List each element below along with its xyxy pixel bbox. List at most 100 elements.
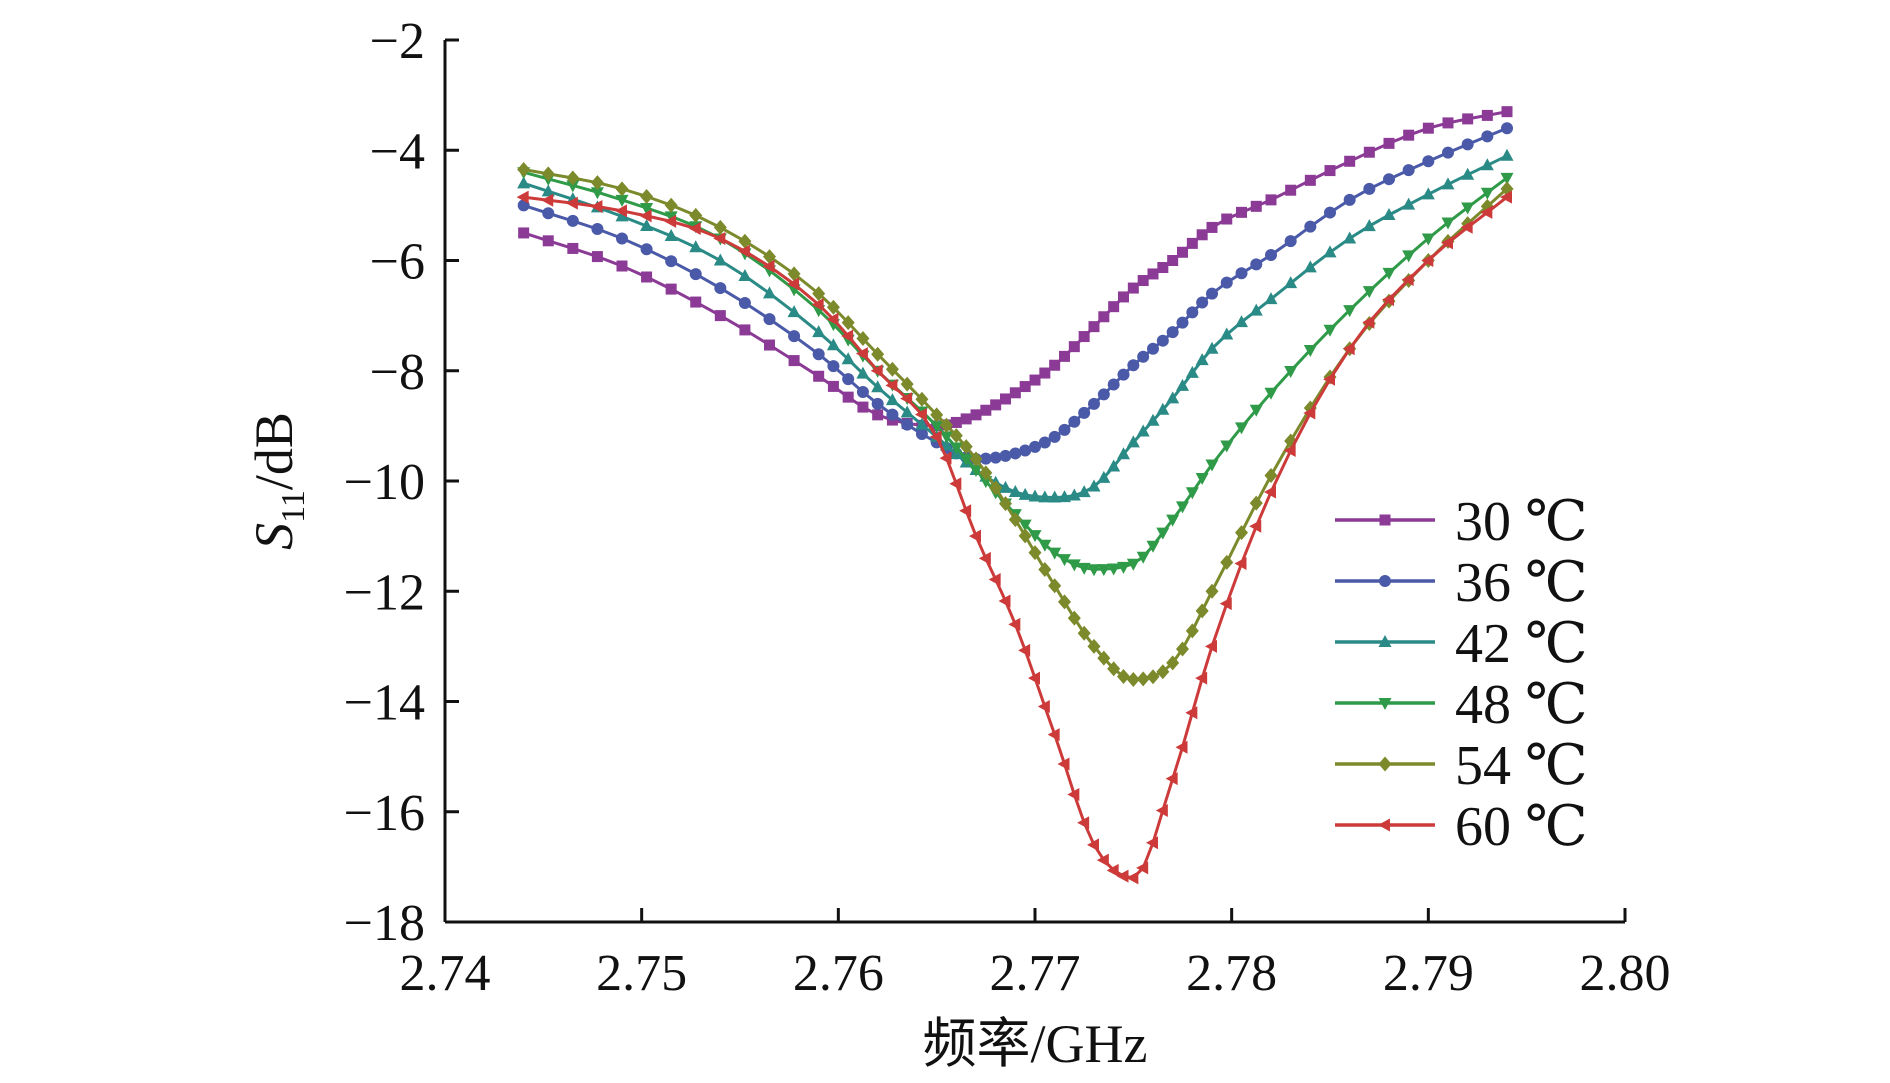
data-point bbox=[1028, 545, 1042, 561]
data-point bbox=[1220, 276, 1233, 289]
data-point bbox=[1117, 368, 1130, 381]
data-point bbox=[999, 496, 1012, 512]
data-point bbox=[1284, 276, 1298, 289]
data-point bbox=[1461, 167, 1475, 180]
data-point bbox=[1127, 359, 1140, 372]
data-point bbox=[1343, 193, 1356, 206]
legend-label: 36 ℃ bbox=[1455, 552, 1588, 614]
data-point bbox=[1146, 413, 1160, 426]
data-point bbox=[1146, 540, 1160, 553]
data-point bbox=[1236, 206, 1247, 218]
data-point bbox=[1343, 231, 1357, 244]
data-point bbox=[999, 449, 1012, 462]
data-point bbox=[567, 242, 579, 254]
data-point bbox=[871, 346, 885, 362]
data-point bbox=[930, 420, 944, 433]
data-point bbox=[1220, 440, 1234, 453]
data-point bbox=[763, 313, 776, 326]
data-point bbox=[1107, 378, 1120, 391]
data-point bbox=[1136, 424, 1150, 437]
data-point bbox=[826, 299, 840, 315]
data-point bbox=[1441, 236, 1453, 250]
data-point bbox=[1186, 306, 1199, 319]
data-point bbox=[1205, 583, 1219, 599]
data-point bbox=[1195, 603, 1209, 619]
data-point bbox=[1097, 650, 1111, 666]
data-point bbox=[1235, 267, 1248, 280]
data-point bbox=[1500, 172, 1514, 185]
x-tick-label: 2.75 bbox=[596, 945, 687, 1002]
data-point bbox=[1265, 248, 1277, 261]
data-point bbox=[1205, 341, 1219, 354]
data-point bbox=[978, 551, 991, 565]
data-point bbox=[870, 364, 883, 378]
y-tick-label: −4 bbox=[370, 123, 425, 180]
data-point bbox=[1126, 671, 1140, 687]
data-point bbox=[915, 391, 929, 407]
data-point bbox=[1116, 869, 1129, 883]
data-point bbox=[1127, 282, 1139, 294]
data-point bbox=[1098, 311, 1110, 323]
data-point bbox=[841, 329, 854, 343]
data-point bbox=[1155, 803, 1168, 817]
data-point bbox=[615, 181, 629, 197]
data-point bbox=[1303, 406, 1316, 420]
data-point bbox=[949, 428, 963, 444]
data-point bbox=[989, 480, 1003, 496]
data-point bbox=[1136, 551, 1150, 564]
legend-item: 36 ℃ bbox=[1335, 552, 1588, 614]
data-point bbox=[566, 180, 580, 193]
data-point bbox=[1108, 301, 1120, 313]
legend-marker bbox=[1378, 756, 1392, 772]
data-point bbox=[1167, 255, 1179, 266]
data-point bbox=[1362, 286, 1376, 299]
data-point bbox=[1166, 391, 1180, 404]
legend-label: 54 ℃ bbox=[1455, 735, 1588, 797]
data-point bbox=[841, 352, 855, 365]
data-point bbox=[1156, 402, 1170, 415]
data-point bbox=[1067, 559, 1081, 572]
series-lines bbox=[516, 106, 1514, 885]
data-point bbox=[1324, 206, 1336, 219]
data-point bbox=[959, 504, 972, 518]
data-point bbox=[871, 380, 885, 393]
data-point bbox=[1402, 197, 1416, 210]
y-tick-label: −6 bbox=[370, 234, 425, 291]
data-point bbox=[856, 366, 870, 379]
data-point bbox=[1038, 539, 1052, 552]
data-point bbox=[900, 392, 913, 406]
data-point bbox=[1264, 292, 1278, 305]
data-point bbox=[1058, 423, 1071, 436]
data-point bbox=[1156, 334, 1169, 347]
data-point bbox=[1442, 117, 1454, 129]
data-point bbox=[1087, 564, 1101, 577]
data-point bbox=[969, 529, 981, 543]
data-point bbox=[1088, 397, 1100, 410]
legend: 30 ℃36 ℃42 ℃48 ℃54 ℃60 ℃ bbox=[1335, 491, 1588, 858]
data-point bbox=[764, 339, 775, 351]
data-point bbox=[1401, 273, 1414, 287]
data-point bbox=[664, 197, 678, 213]
data-point bbox=[1038, 561, 1052, 577]
data-point bbox=[1205, 639, 1217, 653]
data-point bbox=[591, 223, 604, 236]
data-point bbox=[713, 219, 727, 235]
x-tick-label: 2.76 bbox=[793, 945, 884, 1002]
data-point bbox=[1186, 237, 1198, 249]
data-point bbox=[1136, 671, 1150, 687]
data-point bbox=[811, 298, 824, 312]
data-point bbox=[1176, 378, 1189, 391]
data-point bbox=[885, 378, 898, 392]
data-point bbox=[1206, 221, 1218, 233]
data-point bbox=[1037, 699, 1050, 713]
y-tick-label: −12 bbox=[344, 564, 425, 621]
data-point bbox=[1323, 245, 1337, 258]
data-point bbox=[1501, 122, 1513, 135]
data-point bbox=[1220, 327, 1234, 340]
data-point bbox=[1283, 444, 1296, 458]
data-point bbox=[1249, 519, 1262, 533]
data-point bbox=[1382, 208, 1396, 221]
data-point bbox=[1249, 495, 1263, 511]
data-point bbox=[1362, 219, 1376, 232]
legend-label: 30 ℃ bbox=[1455, 491, 1588, 553]
